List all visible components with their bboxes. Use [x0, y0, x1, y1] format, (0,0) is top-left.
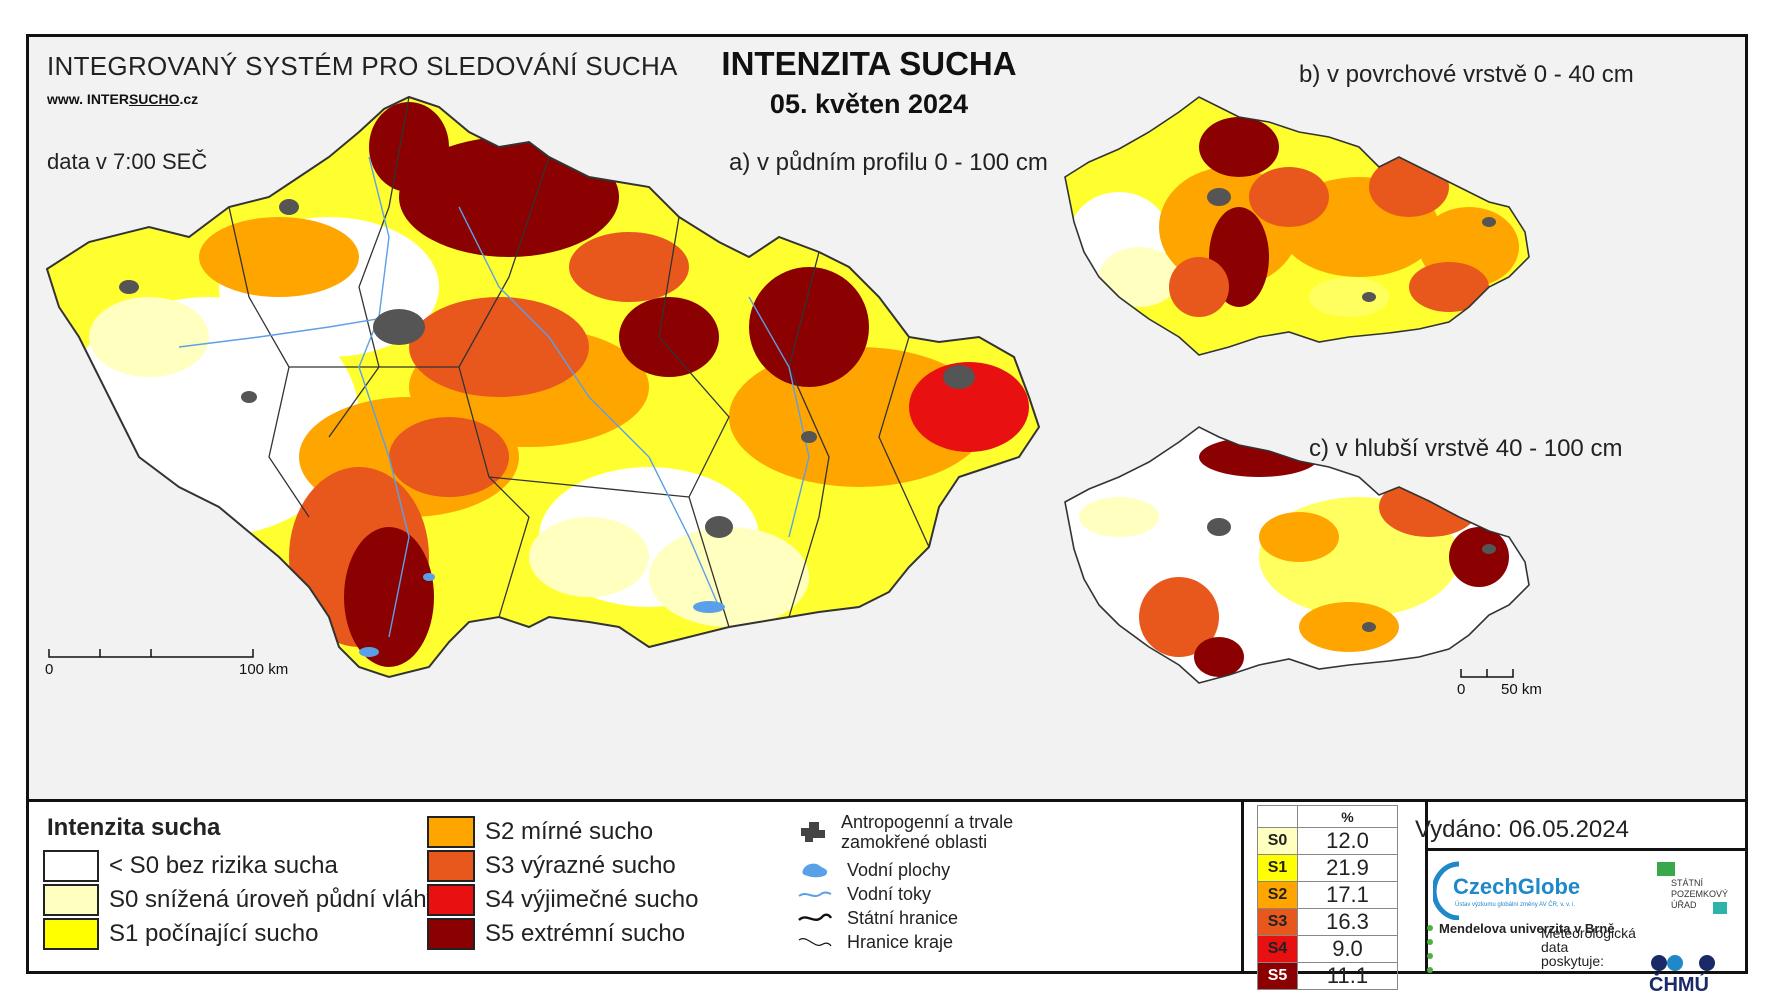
scale-main-start: 0	[45, 661, 54, 678]
table-header-percent: %	[1297, 805, 1398, 828]
system-title: INTEGROVANÝ SYSTÉM PRO SLEDOVÁNÍ SUCHA	[47, 51, 678, 81]
legend-item-s3: S3 výrazné sucho	[427, 850, 676, 882]
legend-swatch	[43, 850, 99, 882]
symbol-rivers: Vodní toky	[797, 882, 931, 906]
map-frame: INTEGROVANÝ SYSTÉM PRO SLEDOVÁNÍ SUCHA w…	[26, 34, 1748, 996]
water-body-icon	[797, 858, 833, 882]
map-date: 05. květen 2024	[769, 89, 969, 119]
urban-areas-c	[1207, 518, 1496, 632]
divider	[1425, 802, 1428, 974]
table-row: S5 11.1	[1257, 962, 1398, 990]
table-row: S4 9.0	[1257, 935, 1398, 963]
region-border-icon	[797, 930, 833, 954]
drought-maps	[45, 95, 1530, 684]
panel-c-title: c) v hlubší vrstvě 40 - 100 cm	[1309, 435, 1623, 462]
river-icon	[797, 882, 833, 906]
urban-areas-a	[119, 199, 975, 538]
legend-swatch	[43, 884, 99, 916]
scale-bar-small	[1460, 669, 1514, 678]
state-border-icon	[797, 906, 833, 930]
spu-icon	[1657, 862, 1727, 914]
mendel-dots-icon	[1427, 925, 1433, 973]
map-b-fill	[1065, 97, 1529, 355]
page-title: INTENZITA SUCHA	[721, 45, 1017, 82]
table-row: S1 21.9	[1257, 854, 1398, 882]
legend-swatch	[427, 918, 475, 950]
website-link[interactable]: www. INTERSUCHO.cz	[47, 91, 199, 107]
legend-title: Intenzita sucha	[47, 814, 221, 841]
scale-bar-main	[48, 649, 254, 658]
chmu-icon	[1651, 955, 1715, 971]
state-border-a	[45, 95, 1041, 679]
state-border-b	[1064, 96, 1530, 356]
scale-main-end: 100 km	[239, 661, 289, 678]
symbol-water-bodies: Vodní plochy	[797, 858, 950, 882]
legend-item-s0: S0 snížená úroveň půdní vláhy	[43, 884, 439, 916]
legend-item-s4: S4 výjimečné sucho	[427, 884, 698, 916]
czechglobe-arc-icon	[1433, 861, 1460, 920]
map-area: INTEGROVANÝ SYSTÉM PRO SLEDOVÁNÍ SUCHA w…	[29, 37, 1745, 799]
issued-date: Vydáno: 06.05.2024	[1415, 816, 1629, 843]
symbol-urban: Antropogenní a trvale zamokřené oblasti	[797, 812, 1037, 852]
panel-a-title: a) v půdním profilu 0 - 100 cm	[729, 149, 1048, 176]
panel-b-title: b) v povrchové vrstvě 0 - 40 cm	[1299, 61, 1634, 88]
symbol-state-border: Státní hranice	[797, 906, 958, 930]
table-header-code	[1257, 805, 1298, 828]
legend-item-none: < S0 bez rizika sucha	[43, 850, 338, 882]
urban-areas-b	[1207, 188, 1496, 302]
legend-item-s5: S5 extrémní sucho	[427, 918, 685, 950]
table-row: S2 17.1	[1257, 881, 1398, 909]
legend-item-s2: S2 mírné sucho	[427, 816, 653, 848]
meteo-credit: Meteorologická data poskytuje:	[1541, 925, 1636, 969]
data-time-note: data v 7:00 SEČ	[47, 149, 208, 174]
legend-swatch	[427, 816, 475, 848]
legend-swatch	[427, 850, 475, 882]
legend-swatch	[427, 884, 475, 916]
percentage-table: % S0 12.0 S1 21.9 S2 17.1 S3 16.3 S4 9.0	[1257, 805, 1398, 990]
czechglobe-logo: CzechGlobe Ústav výzkumu globální změny …	[1433, 858, 1583, 922]
scale-small-end: 50 km	[1501, 681, 1542, 698]
map-a-fill	[47, 97, 1039, 677]
state-border-c	[1064, 426, 1530, 684]
table-row: S0 12.0	[1257, 827, 1398, 855]
rivers-a	[178, 156, 810, 638]
symbol-region-border: Hranice kraje	[797, 930, 953, 954]
spu-logo: STÁTNÍ POZEMKOVÝ ÚŘAD	[1649, 860, 1729, 920]
scale-small-start: 0	[1457, 681, 1466, 698]
mendel-logo: Mendelova univerzita v Brně	[1427, 922, 1615, 973]
table-row: S3 16.3	[1257, 908, 1398, 936]
divider	[1425, 848, 1745, 851]
water-bodies-a	[359, 573, 725, 657]
chmu-logo: ČHMÚ	[1649, 952, 1719, 997]
legend-item-s1: S1 počínající sucho	[43, 918, 318, 950]
urban-area-icon	[797, 820, 827, 844]
region-borders-a	[228, 96, 930, 628]
divider	[1241, 802, 1244, 974]
legend-panel: Intenzita sucha < S0 bez rizika sucha S0…	[29, 799, 1745, 996]
legend-swatch	[43, 918, 99, 950]
